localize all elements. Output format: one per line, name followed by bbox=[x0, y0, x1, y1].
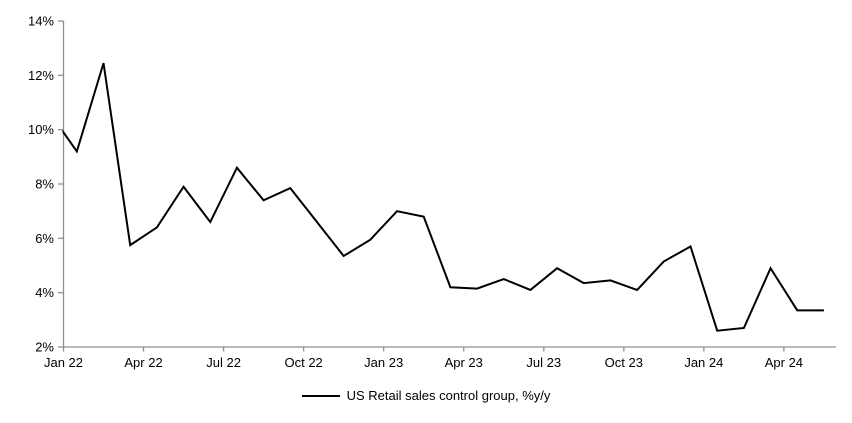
x-tick-label: Apr 24 bbox=[765, 355, 803, 370]
x-tick-label: Oct 23 bbox=[605, 355, 643, 370]
x-tick-label: Jan 22 bbox=[44, 355, 83, 370]
y-tick-label: 4% bbox=[35, 285, 54, 300]
y-tick-label: 2% bbox=[35, 340, 54, 355]
y-tick-label: 10% bbox=[28, 122, 54, 137]
series-line bbox=[62, 62, 824, 332]
x-tick-label: Apr 23 bbox=[445, 355, 483, 370]
y-tick-label: 14% bbox=[28, 14, 54, 29]
x-tick-label: Oct 22 bbox=[284, 355, 322, 370]
x-tick-label: Jan 24 bbox=[684, 355, 723, 370]
x-tick-label: Jan 23 bbox=[364, 355, 403, 370]
y-tick-label: 8% bbox=[35, 177, 54, 192]
y-tick-label: 6% bbox=[35, 231, 54, 246]
x-tick-label: Jul 22 bbox=[206, 355, 241, 370]
x-tick-label: Jul 23 bbox=[526, 355, 561, 370]
y-tick-label: 12% bbox=[28, 68, 54, 83]
x-tick-label: Apr 22 bbox=[124, 355, 162, 370]
legend: US Retail sales control group, %y/y bbox=[0, 388, 852, 403]
legend-line-sample bbox=[301, 394, 340, 397]
legend-label: US Retail sales control group, %y/y bbox=[346, 388, 551, 403]
plot-area: 2% 4% 6% 8% 10% 12% 14% Jan 22 Apr 22 Jul 22 Oct 2… bbox=[28, 14, 836, 370]
